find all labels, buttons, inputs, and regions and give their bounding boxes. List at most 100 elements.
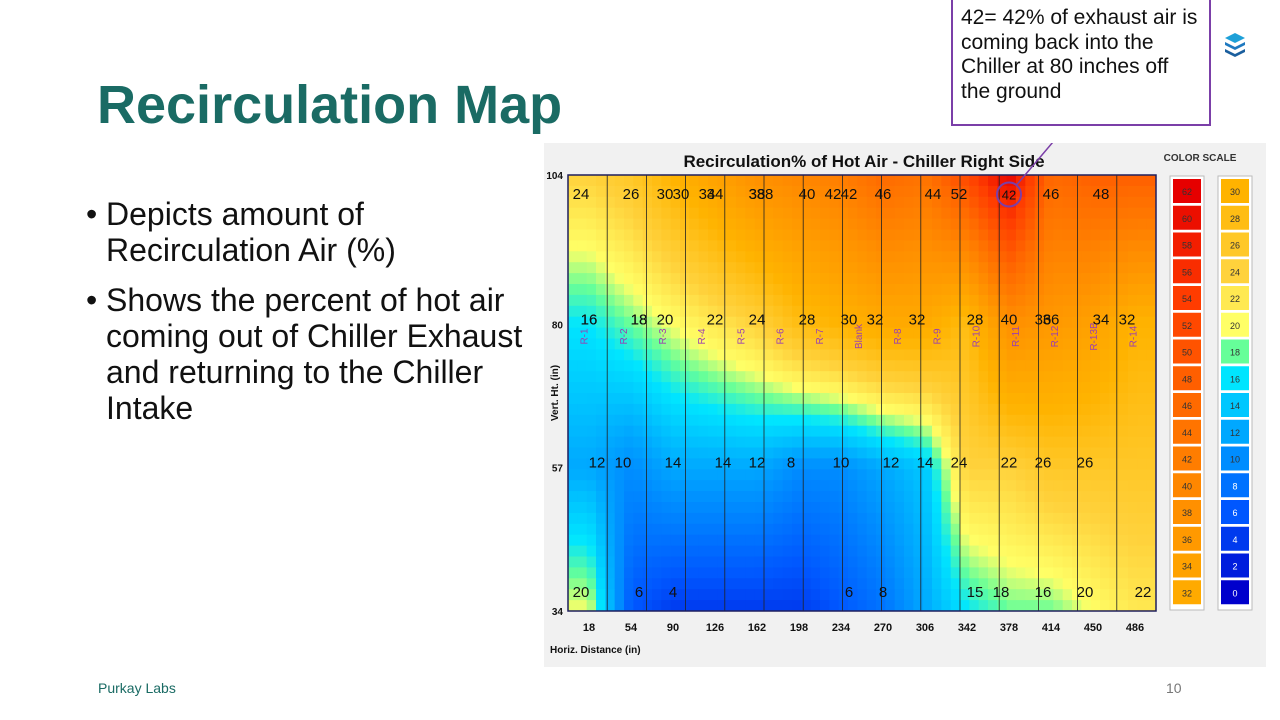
heatmap-cell [1062, 371, 1073, 383]
contour-value-label: 26 [1035, 455, 1052, 472]
heatmap-cell [689, 371, 700, 383]
heatmap-cell [1062, 600, 1073, 611]
heatmap-cell [1016, 305, 1026, 318]
heatmap-cell [1146, 589, 1156, 601]
heatmap-cell [941, 469, 952, 481]
heatmap-cell [1006, 240, 1017, 252]
heatmap-cell [960, 458, 970, 470]
heatmap-cell [745, 425, 756, 438]
heatmap-cell [1044, 305, 1054, 318]
heatmap-cell [978, 491, 989, 503]
heatmap-cell [904, 425, 914, 438]
heatmap-cell [1137, 393, 1148, 405]
heatmap-cell [1146, 556, 1156, 568]
heatmap-cell [708, 458, 718, 470]
heatmap-cell [792, 207, 802, 220]
heatmap-cell [1044, 436, 1054, 449]
heatmap-cell [614, 393, 625, 405]
heatmap-cell [801, 469, 812, 481]
heatmap-cell [792, 175, 802, 187]
heatmap-cell [652, 294, 662, 307]
heatmap-cell [904, 545, 914, 558]
heatmap-cell [745, 284, 756, 296]
heatmap-cell [633, 556, 644, 568]
heatmap-cell [810, 229, 821, 241]
heatmap-cell [1025, 240, 1036, 252]
heatmap-cell [978, 240, 989, 252]
heatmap-cell [810, 262, 821, 274]
heatmap-cell [661, 382, 672, 394]
heatmap-cell [680, 578, 690, 590]
heatmap-cell [876, 567, 886, 579]
heatmap-cell [764, 338, 774, 350]
heatmap-cell [1100, 436, 1110, 449]
heatmap-cell [969, 240, 980, 252]
heatmap-cell [1109, 305, 1120, 318]
heatmap-cell [866, 512, 877, 525]
heatmap-cell [950, 218, 961, 231]
heatmap-cell [698, 578, 709, 590]
heatmap-cell [642, 393, 653, 405]
heatmap-cell [642, 371, 653, 383]
heatmap-cell [885, 567, 896, 579]
heatmap-cell [885, 600, 896, 611]
heatmap-cell [764, 556, 774, 568]
heatmap-cell [969, 273, 980, 285]
x-tick-label: 450 [1084, 622, 1102, 634]
color-swatch [1221, 553, 1249, 578]
heatmap-cell [717, 316, 728, 329]
contour-value-label: 6 [635, 584, 643, 601]
heatmap-cell [969, 393, 980, 405]
heatmap-cell [932, 589, 942, 601]
heatmap-cell [633, 469, 644, 481]
heatmap-cell [960, 294, 970, 307]
heatmap-cell [941, 447, 952, 459]
heatmap-cell [969, 207, 980, 220]
heatmap-cell [605, 382, 616, 394]
heatmap-cell [1034, 480, 1045, 492]
heatmap-cell [922, 316, 933, 329]
heatmap-cell [596, 360, 606, 372]
heatmap-cell [988, 251, 998, 263]
heatmap-cell [670, 175, 681, 187]
heatmap-cell [932, 229, 942, 241]
heatmap-cell [941, 175, 952, 187]
heatmap-cell [848, 491, 858, 503]
heatmap-cell [810, 371, 821, 383]
heatmap-cell [1137, 600, 1148, 611]
contour-value-label: 10 [615, 455, 632, 472]
heatmap-cell [997, 294, 1008, 307]
heatmap-cell [773, 480, 784, 492]
heatmap-cell [1072, 534, 1082, 547]
heatmap-cell [605, 262, 616, 274]
heatmap-cell [642, 349, 653, 361]
heatmap-cell [736, 469, 746, 481]
heatmap-cell [941, 294, 952, 307]
heatmap-cell [670, 600, 681, 611]
heatmap-cell [950, 382, 961, 394]
heatmap-cell [913, 229, 924, 241]
heatmap-cell [848, 294, 858, 307]
heatmap-cell [922, 371, 933, 383]
heatmap-cell [577, 207, 588, 220]
heatmap-cell [652, 469, 662, 481]
heatmap-cell [642, 447, 653, 459]
heatmap-cell [586, 600, 597, 611]
heatmap-cell [848, 523, 858, 536]
heatmap-cell [922, 273, 933, 285]
heatmap-cell [652, 240, 662, 252]
heatmap-cell [642, 502, 653, 514]
heatmap-cell [1100, 175, 1110, 187]
heatmap-cell [1062, 512, 1073, 525]
heatmap-cell [708, 589, 718, 601]
heatmap-cell [680, 393, 690, 405]
heatmap-cell [652, 316, 662, 329]
heatmap-cell [1118, 425, 1129, 438]
heatmap-cell [820, 316, 830, 329]
heatmap-cell [708, 371, 718, 383]
heatmap-cell [922, 393, 933, 405]
heatmap-cell [1062, 425, 1073, 438]
heatmap-cell [568, 273, 578, 285]
heatmap-cell [838, 458, 849, 470]
heatmap-cell [904, 458, 914, 470]
